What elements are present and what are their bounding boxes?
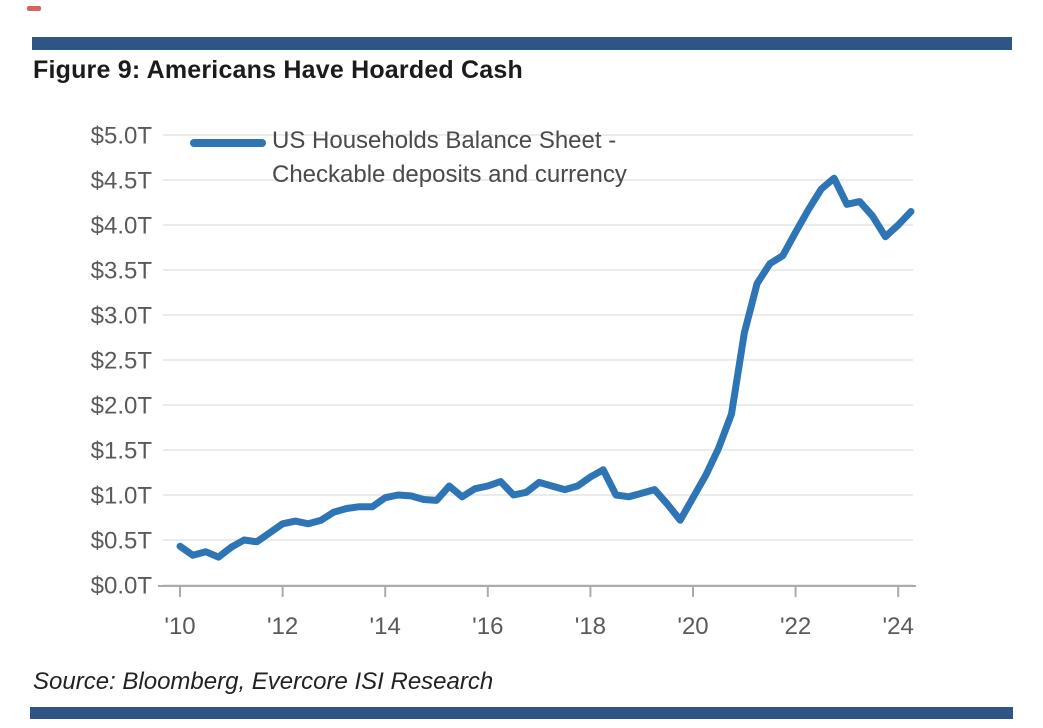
- x-tick-label: '10: [164, 613, 195, 640]
- legend-line-swatch: [190, 139, 266, 147]
- y-tick-label: $0.5T: [91, 528, 153, 555]
- y-tick-label: $2.0T: [91, 393, 153, 420]
- y-tick-label: $1.0T: [91, 483, 153, 510]
- x-tick-label: '22: [780, 613, 811, 640]
- y-tick-label: $5.0T: [91, 123, 153, 150]
- legend-label: US Households Balance Sheet - Checkable …: [272, 124, 627, 192]
- y-tick-label: $3.0T: [91, 303, 153, 330]
- y-tick-label: $0.0T: [91, 573, 153, 600]
- x-tick-label: '18: [575, 613, 606, 640]
- bottom-divider-bar: [30, 707, 1013, 719]
- x-tick-label: '12: [267, 613, 298, 640]
- top-divider-bar: [32, 37, 1012, 50]
- source-note: Source: Bloomberg, Evercore ISI Research: [33, 668, 494, 695]
- y-tick-label: $4.5T: [91, 168, 153, 195]
- x-tick-label: '16: [472, 613, 503, 640]
- x-tick-label: '14: [370, 613, 401, 640]
- legend-label-line1: US Households Balance Sheet -: [272, 127, 617, 154]
- y-tick-label: $4.0T: [91, 213, 153, 240]
- y-tick-label: $2.5T: [91, 348, 153, 375]
- y-tick-label: $1.5T: [91, 438, 153, 465]
- chart-legend: US Households Balance Sheet - Checkable …: [190, 124, 627, 192]
- figure-title: Figure 9: Americans Have Hoarded Cash: [33, 56, 523, 84]
- x-tick-label: '20: [677, 613, 708, 640]
- y-tick-label: $3.5T: [91, 258, 153, 285]
- x-tick-label: '24: [883, 613, 914, 640]
- data-line-series: [176, 174, 915, 561]
- red-artifact-mark: [27, 6, 41, 11]
- legend-label-line2: Checkable deposits and currency: [272, 161, 627, 188]
